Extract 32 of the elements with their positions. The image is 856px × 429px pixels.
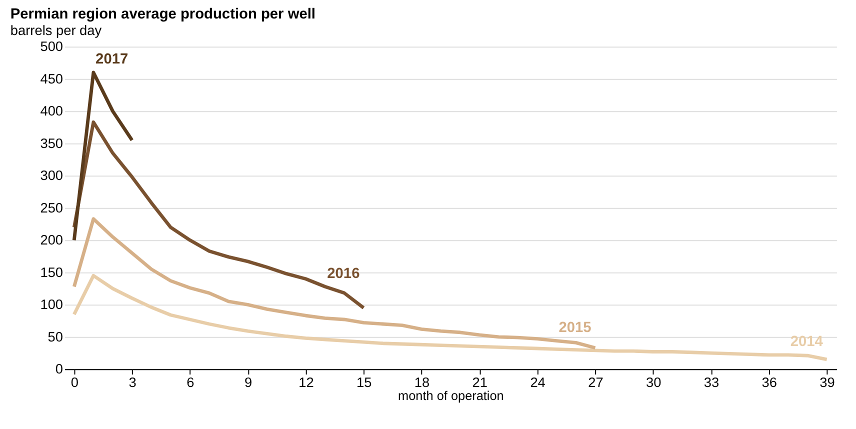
y-axis-title: barrels per day <box>10 22 102 38</box>
x-axis-title: month of operation <box>398 388 504 403</box>
chart-title: Permian region average production per well <box>10 6 316 22</box>
y-tick-label: 300 <box>40 168 64 184</box>
series-label: 2017 <box>96 52 128 68</box>
x-tick-label: 3 <box>128 375 136 390</box>
series-label: 2016 <box>327 266 360 282</box>
x-tick-label: 0 <box>70 375 79 390</box>
series-label: 2014 <box>790 334 824 350</box>
x-tick-label: 39 <box>820 375 835 390</box>
y-tick-label: 50 <box>48 329 64 344</box>
y-tick-label: 450 <box>40 71 64 86</box>
x-tick-label: 6 <box>186 375 194 390</box>
y-tick-label: 400 <box>40 104 64 119</box>
x-tick-label: 21 <box>472 375 488 390</box>
x-tick-label: 30 <box>646 375 662 390</box>
y-tick-label: 350 <box>40 136 64 151</box>
y-tick-label: 200 <box>40 232 64 248</box>
y-tick-label: 150 <box>40 264 64 280</box>
x-tick-label: 24 <box>530 375 546 390</box>
x-tick-label: 36 <box>762 375 778 390</box>
series-label: 2015 <box>558 320 592 336</box>
x-tick-label: 15 <box>356 375 372 390</box>
x-tick-label: 12 <box>298 375 314 390</box>
x-tick-label: 33 <box>704 375 720 390</box>
y-tick-label: 250 <box>40 200 64 216</box>
y-tick-label: 500 <box>40 39 64 54</box>
x-tick-label: 9 <box>244 375 252 390</box>
x-tick-label: 18 <box>414 375 430 390</box>
y-tick-label: 100 <box>40 297 64 312</box>
y-tick-label: 0 <box>55 362 64 377</box>
x-tick-label: 27 <box>588 375 604 390</box>
